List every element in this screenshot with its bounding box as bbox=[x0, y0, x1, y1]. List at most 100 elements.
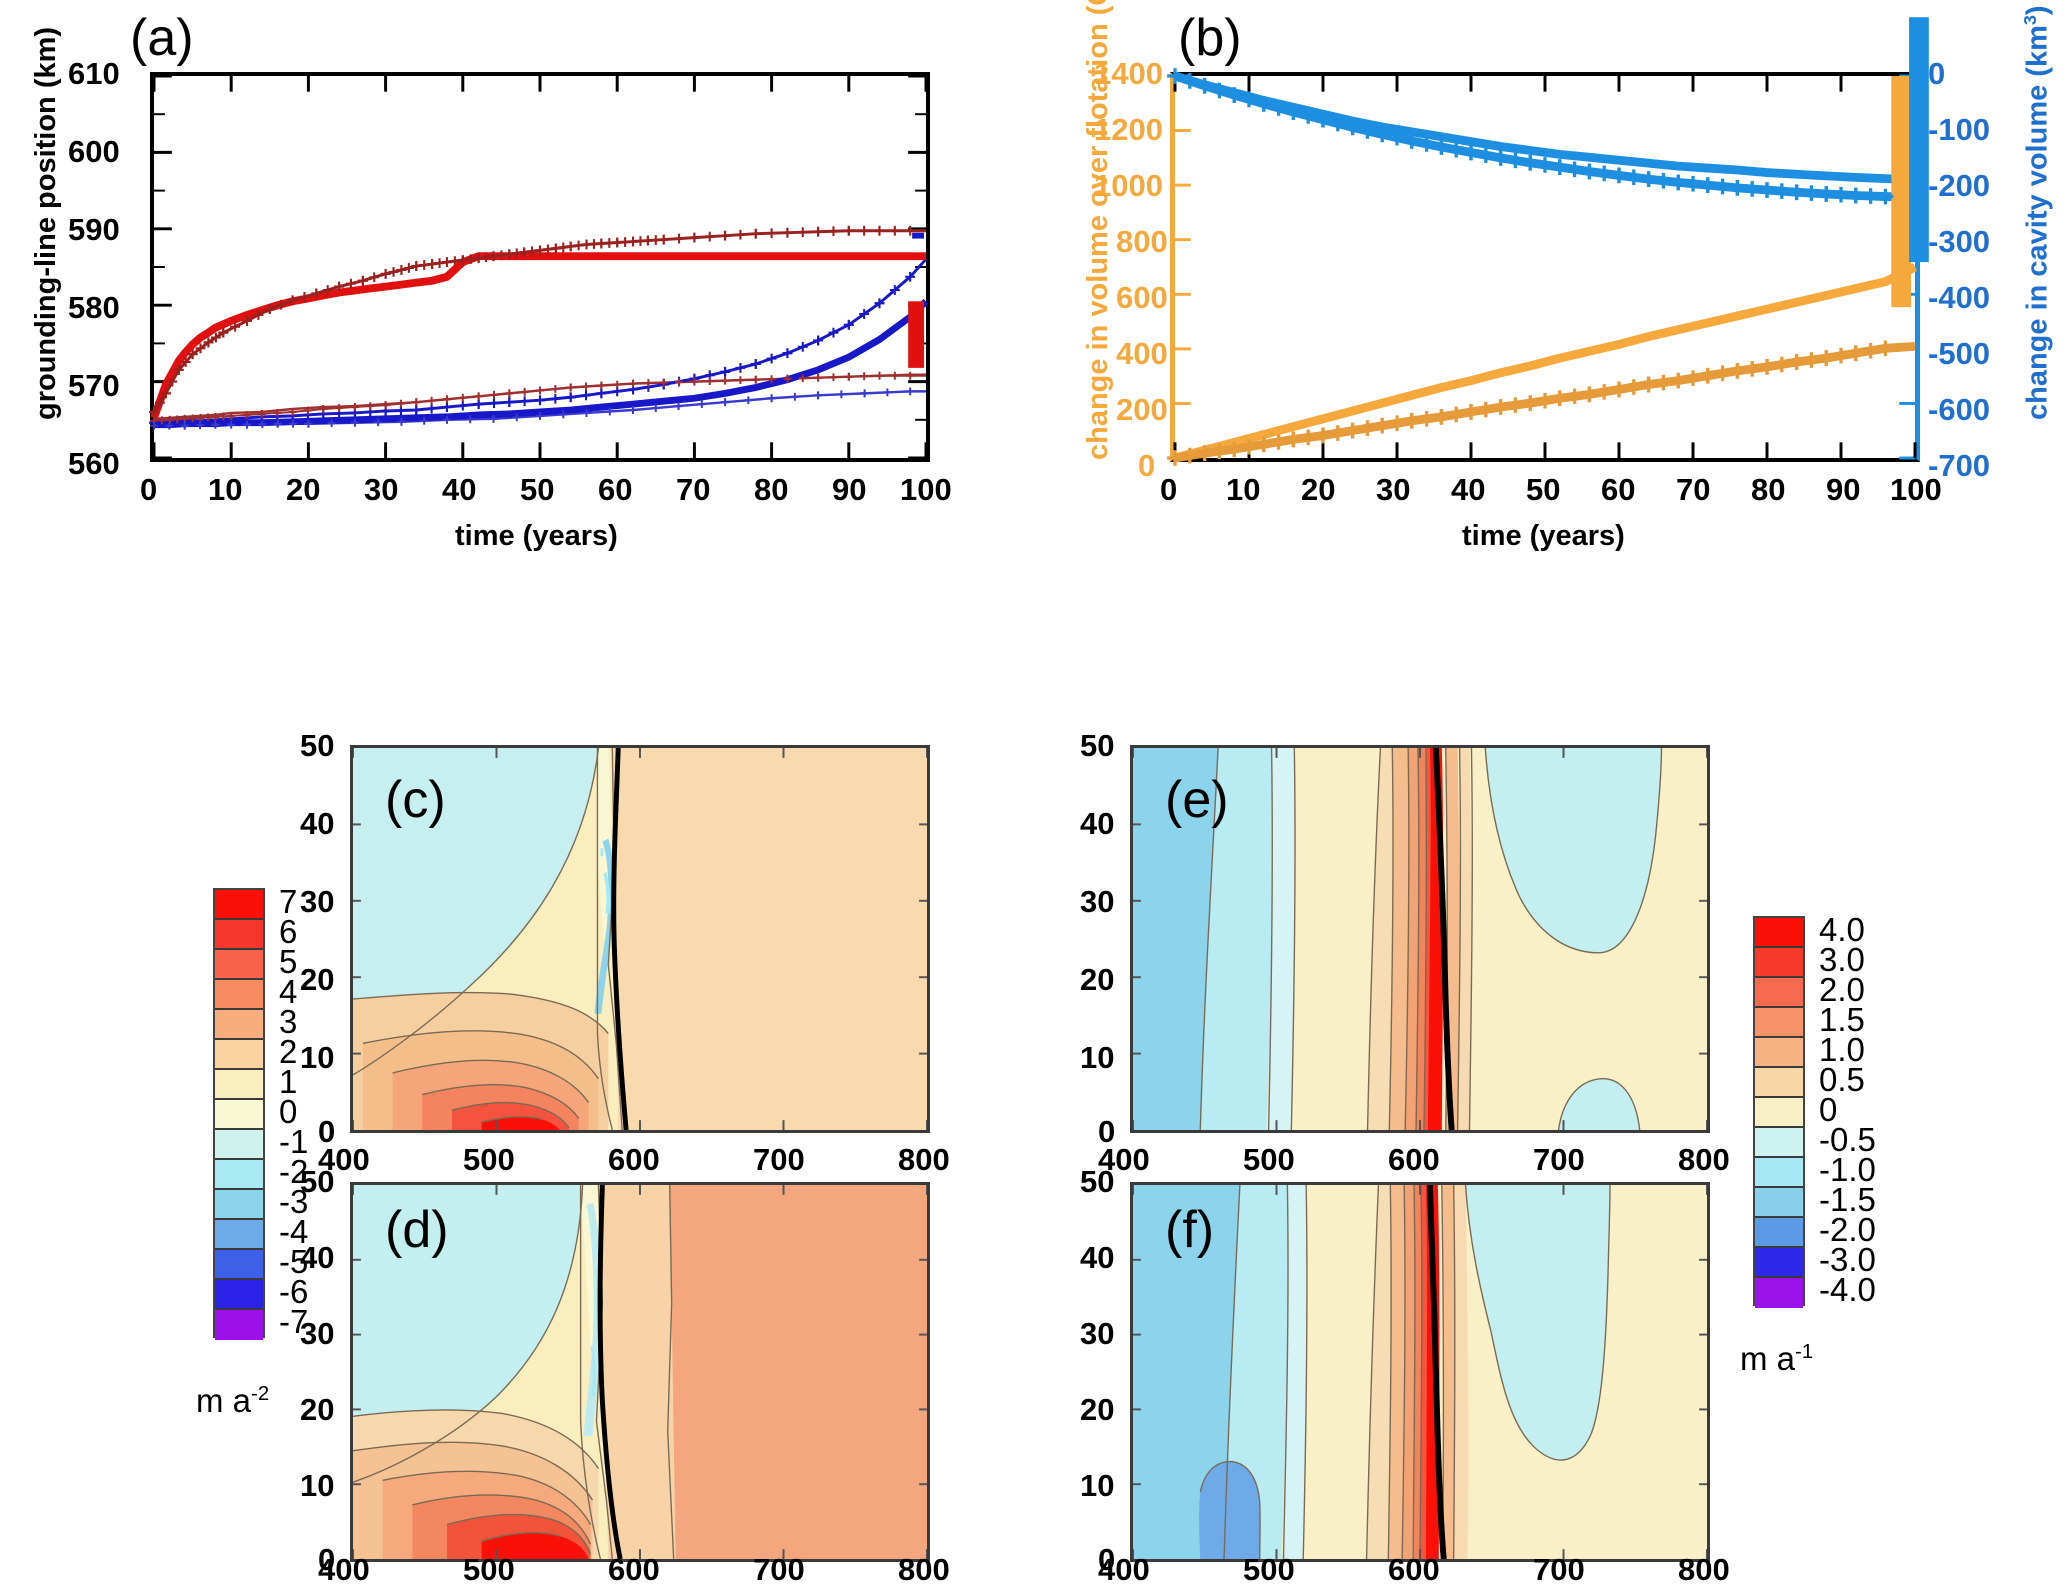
panel-b-ytick-right-5: -500 bbox=[1928, 336, 1991, 371]
panel-b-xtick-5: 50 bbox=[1526, 472, 1561, 507]
colorbar-swatch bbox=[1755, 1038, 1803, 1068]
panel-f-ytick-4: 10 bbox=[1080, 1468, 1115, 1503]
panel-f-ytick-1: 40 bbox=[1080, 1240, 1115, 1275]
colorbar-tick-label: 1.5 bbox=[1819, 1001, 1865, 1038]
colorbar-tick-label: 2.0 bbox=[1819, 971, 1865, 1008]
panel-b-xtick-0: 0 bbox=[1160, 472, 1178, 507]
panel-c-svg bbox=[353, 748, 927, 1130]
panel-d-grounding-line bbox=[597, 1185, 623, 1559]
panel-b-ytick-right-1: -100 bbox=[1928, 112, 1991, 147]
colorbar-swatch bbox=[1755, 918, 1803, 948]
panel-c-ytick-4: 10 bbox=[300, 1040, 335, 1075]
panel-a-xtick-3: 30 bbox=[364, 472, 399, 507]
colorbar-tick-label: -4.0 bbox=[1819, 1271, 1876, 1308]
colorbar-tick-label: 4 bbox=[279, 973, 298, 1010]
panel-b-ytick-right-4: -400 bbox=[1928, 280, 1991, 315]
colorbar-tick-label: -2 bbox=[279, 1153, 309, 1190]
panel-e-xtick-0: 400 bbox=[1098, 1142, 1150, 1177]
colorbar-swatch bbox=[215, 1100, 263, 1130]
colorbar-tick-label: -4 bbox=[279, 1213, 309, 1250]
panel-d-xtick-4: 800 bbox=[898, 1552, 950, 1587]
colorbar-swatch bbox=[215, 1190, 263, 1220]
panel-b-xlabel: time (years) bbox=[1462, 520, 1625, 552]
colorbar-swatch bbox=[215, 950, 263, 980]
panel-e-ytick-2: 30 bbox=[1080, 884, 1115, 919]
panel-b-ylabel-right: change in cavity volume (km3) bbox=[2020, 5, 2054, 420]
panel-e-xtick-4: 800 bbox=[1678, 1142, 1730, 1177]
colorbar-tick-label: 0 bbox=[279, 1093, 298, 1130]
panel-f-xtick-1: 500 bbox=[1243, 1552, 1295, 1587]
colorbar-swatch bbox=[1755, 1218, 1803, 1248]
series-plus-markers bbox=[150, 387, 915, 430]
panel-c-xtick-4: 800 bbox=[898, 1142, 950, 1177]
panel-e-xtick-3: 700 bbox=[1533, 1142, 1585, 1177]
panel-a-xlabel: time (years) bbox=[455, 520, 618, 552]
colorbar-tick-label: -5 bbox=[279, 1243, 309, 1280]
colorbar-swatch bbox=[215, 1160, 263, 1190]
panel-d-ytick-5: 0 bbox=[318, 1542, 336, 1577]
series-plus-markers bbox=[1167, 68, 1894, 205]
panel-f-plot-area bbox=[1130, 1182, 1710, 1562]
panel-d-ytick-3: 20 bbox=[300, 1392, 335, 1427]
panel-f-grounding-line bbox=[1426, 1185, 1447, 1559]
panel-a-xtick-1: 10 bbox=[208, 472, 243, 507]
panel-c-ytick-0: 50 bbox=[300, 728, 335, 763]
panel-c-ytick-1: 40 bbox=[300, 806, 335, 841]
panel-b-xtick-8: 80 bbox=[1751, 472, 1786, 507]
panel-d-xtick-3: 700 bbox=[753, 1552, 805, 1587]
panel-c-xtick-0: 400 bbox=[318, 1142, 370, 1177]
colorbar-tick-label: -1.0 bbox=[1819, 1151, 1876, 1188]
colorbar-tick-label: 5 bbox=[279, 943, 298, 980]
colorbar-tick-label: 6 bbox=[279, 913, 298, 950]
colorbar-swatch bbox=[215, 1220, 263, 1250]
panel-a-red-bar-right bbox=[908, 301, 925, 368]
panel-c-tag: (c) bbox=[385, 771, 446, 829]
panel-a-xtick-2: 20 bbox=[286, 472, 321, 507]
colorbar-swatch bbox=[215, 1040, 263, 1070]
panel-d-tag: (d) bbox=[385, 1201, 449, 1259]
colorbar-tick-label: 2 bbox=[279, 1033, 298, 1070]
panel-b-ytick-left-4: 600 bbox=[1116, 280, 1168, 315]
colorbar-swatch bbox=[215, 1310, 263, 1340]
colorbar-swatch bbox=[1755, 1008, 1803, 1038]
panel-c-xtick-1: 500 bbox=[463, 1142, 515, 1177]
panel-b-xtick-4: 40 bbox=[1451, 472, 1486, 507]
panel-e-ytick-0: 50 bbox=[1080, 728, 1115, 763]
panel-b-plot-area bbox=[1167, 17, 1929, 466]
panel-b-ytick-right-0: 0 bbox=[1928, 56, 1946, 91]
panel-b-ytick-right-3: -300 bbox=[1928, 224, 1991, 259]
panel-b-ytick-right-2: -200 bbox=[1928, 168, 1991, 203]
panel-a-tag: (a) bbox=[130, 9, 194, 67]
colorbar-tick-label: 4.0 bbox=[1819, 911, 1865, 948]
panel-b-ytick-left-7: 0 bbox=[1138, 448, 1156, 483]
panel-a-plot-area bbox=[149, 72, 930, 462]
panel-e-ytick-4: 10 bbox=[1080, 1040, 1115, 1075]
panel-b-orange-bar-right bbox=[1891, 76, 1912, 308]
colorbar-swatch bbox=[1755, 948, 1803, 978]
panel-f-xtick-3: 700 bbox=[1533, 1552, 1585, 1587]
panel-a-ytick-5: 560 bbox=[68, 446, 120, 481]
panel-b-ytick-right-7: -700 bbox=[1928, 448, 1991, 483]
panel-f-ytick-3: 20 bbox=[1080, 1392, 1115, 1427]
panel-c-ytick-2: 30 bbox=[300, 884, 335, 919]
colorbar-swatch bbox=[215, 1070, 263, 1100]
panel-b-xtick-6: 60 bbox=[1601, 472, 1636, 507]
panel-e-xtick-2: 600 bbox=[1388, 1142, 1440, 1177]
colorbar-swatch bbox=[1755, 1158, 1803, 1188]
panel-b-xtick-3: 30 bbox=[1376, 472, 1411, 507]
colorbar-swatch bbox=[1755, 1068, 1803, 1098]
panel-e-svg bbox=[1133, 748, 1707, 1130]
panel-c-xtick-3: 700 bbox=[753, 1142, 805, 1177]
panel-d-ytick-2: 30 bbox=[300, 1316, 335, 1351]
panel-a-xtick-7: 70 bbox=[676, 472, 711, 507]
panel-b-xtick-1: 10 bbox=[1226, 472, 1261, 507]
panel-e-ytick-5: 0 bbox=[1098, 1114, 1116, 1149]
colorbar-swatch bbox=[1755, 1098, 1803, 1128]
panel-c-ytick-5: 0 bbox=[318, 1114, 336, 1149]
colorbar-tick-label: -1 bbox=[279, 1123, 309, 1160]
panel-c-grounding-line bbox=[611, 748, 629, 1130]
panel-a-ytick-2: 590 bbox=[68, 212, 120, 247]
colorbar-swatch bbox=[1755, 978, 1803, 1008]
panel-e-xtick-1: 500 bbox=[1243, 1142, 1295, 1177]
